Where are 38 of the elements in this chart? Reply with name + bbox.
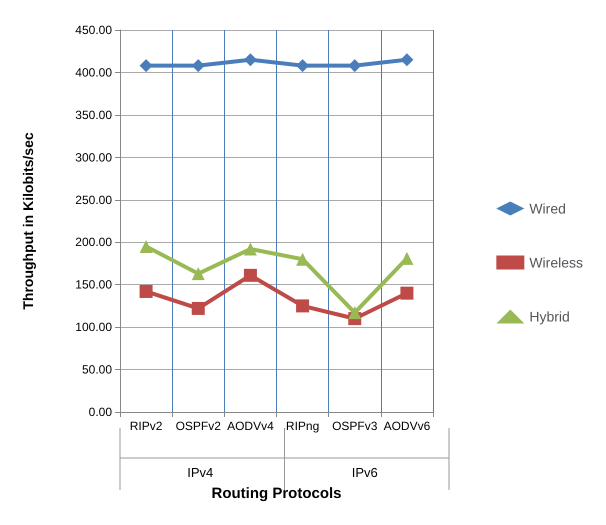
- point: [348, 59, 362, 72]
- point: [296, 299, 310, 312]
- point: [192, 59, 205, 72]
- point: [348, 306, 362, 320]
- point: [400, 53, 414, 66]
- text: IPv4: [187, 465, 214, 480]
- y-tick-label: 100.00: [75, 320, 112, 334]
- point: [192, 267, 205, 280]
- y-tick-label: 0.00: [88, 405, 112, 419]
- x-tick-label: AODVv4: [227, 419, 274, 433]
- point: [140, 59, 153, 72]
- point: [192, 302, 205, 315]
- text: IPv6: [352, 465, 378, 480]
- x-tick-label: AODVv6: [384, 419, 431, 433]
- legend-label: Wired: [529, 200, 566, 216]
- y-tick-label: 150.00: [75, 278, 112, 292]
- y-tick-label: 300.00: [75, 150, 112, 164]
- point: [244, 268, 257, 282]
- point: [140, 284, 153, 298]
- y-tick-label: 50.00: [82, 362, 112, 377]
- y-axis-title: Throughput in Kilobits/sec: [20, 132, 36, 310]
- y-tick-label: 350.00: [75, 108, 112, 122]
- x-tick-label: OSPFv3: [332, 419, 378, 433]
- x-axis-title: Routing Protocols: [212, 485, 342, 502]
- x-tick-label: OSPFv2: [176, 419, 222, 433]
- point: [140, 240, 153, 253]
- legend-label: Hybrid: [529, 308, 570, 324]
- point: [244, 53, 257, 66]
- y-tick-label: 200.00: [75, 235, 112, 250]
- x-tick-label: RIPv2: [130, 419, 163, 433]
- y-tick-label: 250.00: [75, 192, 112, 207]
- point: [400, 286, 414, 300]
- y-tick-label: 450.00: [75, 23, 112, 37]
- point: [244, 242, 257, 256]
- y-tick-label: 400.00: [75, 65, 112, 80]
- x-tick-label: RIPng: [286, 419, 320, 433]
- legend-label: Wireless: [529, 254, 584, 270]
- point: [296, 59, 310, 72]
